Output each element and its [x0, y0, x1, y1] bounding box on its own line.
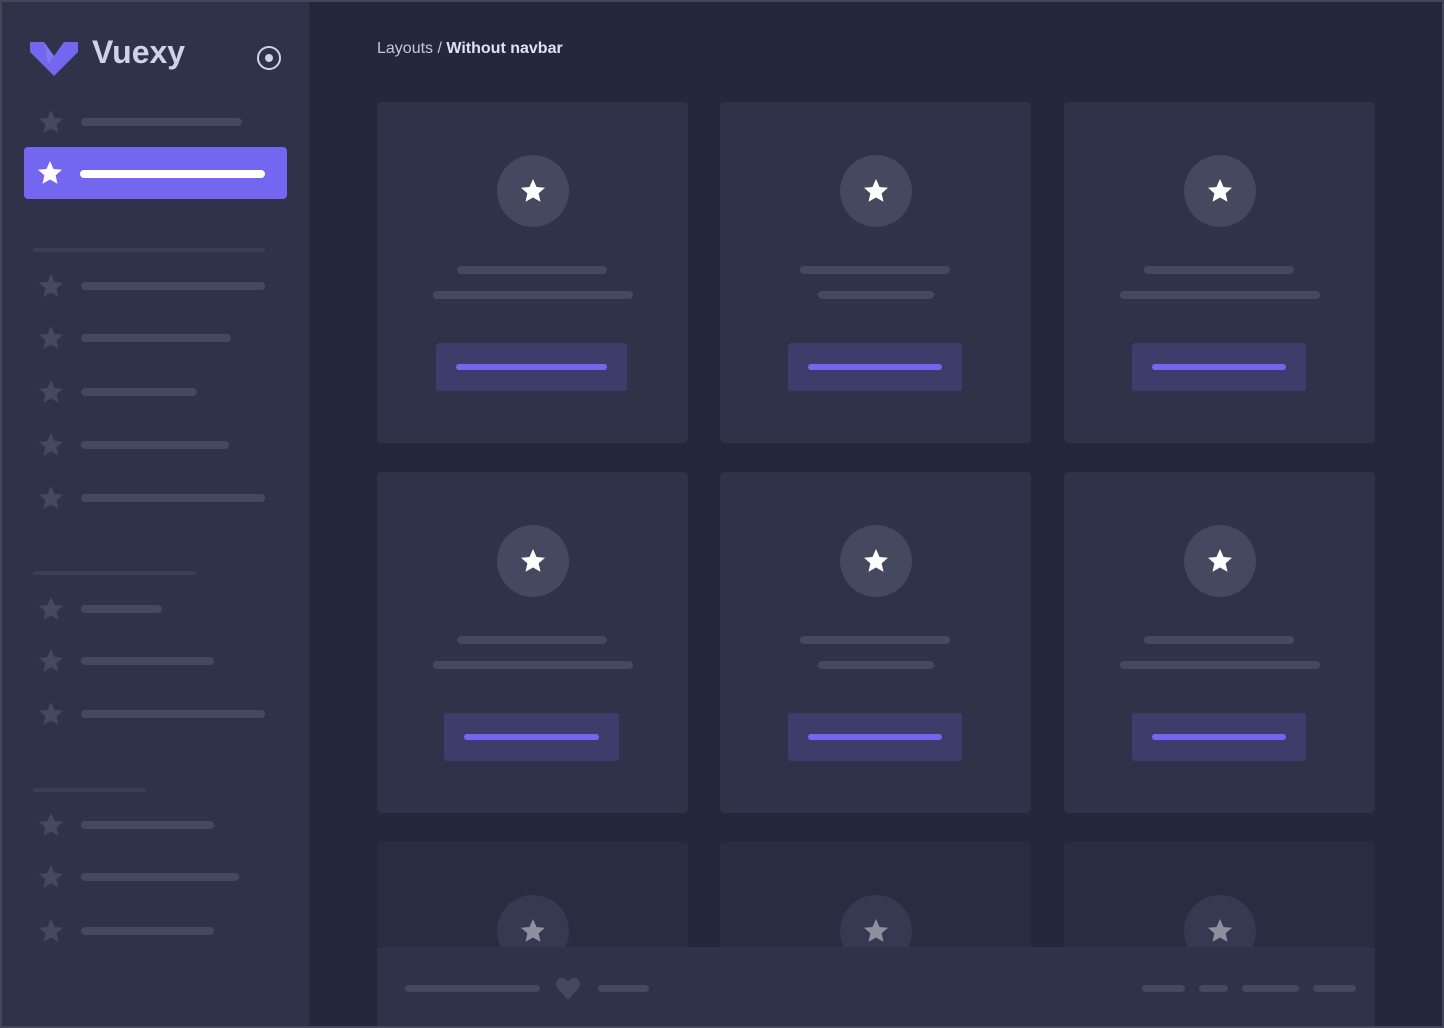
footer [377, 947, 1375, 1026]
card [1064, 102, 1375, 443]
star-icon [39, 865, 63, 888]
sidebar-item[interactable] [24, 421, 287, 469]
card-title-placeholder [1144, 266, 1294, 274]
card-avatar [839, 525, 912, 597]
sidebar-item[interactable] [24, 907, 287, 955]
star-icon [863, 919, 888, 942]
radio-circle-icon[interactable] [256, 45, 282, 71]
sidebar-item[interactable] [24, 853, 287, 901]
heart-icon [556, 978, 580, 1000]
star-icon [38, 161, 62, 184]
star-icon [520, 919, 545, 942]
card-text-placeholder [432, 661, 633, 669]
sidebar-item-active[interactable] [24, 147, 287, 199]
card-button[interactable] [788, 713, 962, 761]
footer-link[interactable] [1242, 985, 1299, 992]
card-avatar [1183, 525, 1256, 597]
star-icon [39, 486, 63, 509]
sidebar-item[interactable] [24, 368, 287, 416]
sidebar-divider [33, 571, 196, 575]
footer-link[interactable] [1199, 985, 1228, 992]
card-title-placeholder [457, 636, 607, 644]
star-icon [520, 179, 545, 202]
footer-placeholder [405, 985, 540, 992]
star-icon [39, 813, 63, 836]
card-button[interactable] [1132, 343, 1306, 391]
breadcrumb-current: Without navbar [446, 40, 563, 57]
vuexy-logo-icon [30, 42, 78, 76]
card-title-placeholder [457, 266, 607, 274]
sidebar-item[interactable] [24, 690, 287, 738]
card-avatar [1183, 155, 1256, 227]
breadcrumb-parent[interactable]: Layouts [377, 40, 434, 57]
sidebar-item[interactable] [24, 98, 287, 146]
star-icon [863, 179, 888, 202]
card-text-placeholder [432, 291, 633, 299]
footer-link[interactable] [1142, 985, 1185, 992]
card [377, 102, 688, 443]
card-title-placeholder [1144, 636, 1294, 644]
card-title-placeholder [800, 266, 950, 274]
footer-placeholder [598, 985, 649, 992]
card-text-placeholder [1119, 661, 1320, 669]
star-icon [39, 326, 63, 349]
card [377, 472, 688, 813]
star-icon [39, 919, 63, 942]
card [720, 472, 1031, 813]
star-icon [39, 274, 63, 297]
star-icon [39, 433, 63, 456]
card-text-placeholder [1119, 291, 1320, 299]
sidebar: Vuexy [2, 2, 309, 1026]
sidebar-item[interactable] [24, 637, 287, 685]
star-icon [39, 597, 63, 620]
card [1064, 472, 1375, 813]
card-avatar [496, 155, 569, 227]
sidebar-item[interactable] [24, 585, 287, 633]
star-icon [863, 549, 888, 572]
card-button[interactable] [788, 343, 962, 391]
star-icon [39, 110, 63, 133]
card-title-placeholder [800, 636, 950, 644]
card-avatar [496, 525, 569, 597]
card-button[interactable] [444, 713, 619, 761]
star-icon [1207, 549, 1232, 572]
sidebar-divider [33, 248, 265, 252]
card-button[interactable] [1132, 713, 1306, 761]
card-text-placeholder [817, 661, 934, 669]
star-icon [39, 649, 63, 672]
brand-name: Vuexy [92, 34, 186, 70]
sidebar-divider [33, 788, 146, 792]
sidebar-item[interactable] [24, 314, 287, 362]
footer-link[interactable] [1313, 985, 1356, 992]
star-icon [1207, 179, 1232, 202]
card-avatar [839, 155, 912, 227]
card [720, 102, 1031, 443]
breadcrumb: Layouts / Without navbar [377, 40, 563, 58]
sidebar-item[interactable] [24, 474, 287, 522]
sidebar-item[interactable] [24, 262, 287, 310]
star-icon [520, 549, 545, 572]
star-icon [39, 702, 63, 725]
sidebar-item[interactable] [24, 801, 287, 849]
star-icon [1207, 919, 1232, 942]
card-button[interactable] [436, 343, 627, 391]
star-icon [39, 380, 63, 403]
breadcrumb-separator: / [433, 40, 447, 57]
card-text-placeholder [817, 291, 934, 299]
